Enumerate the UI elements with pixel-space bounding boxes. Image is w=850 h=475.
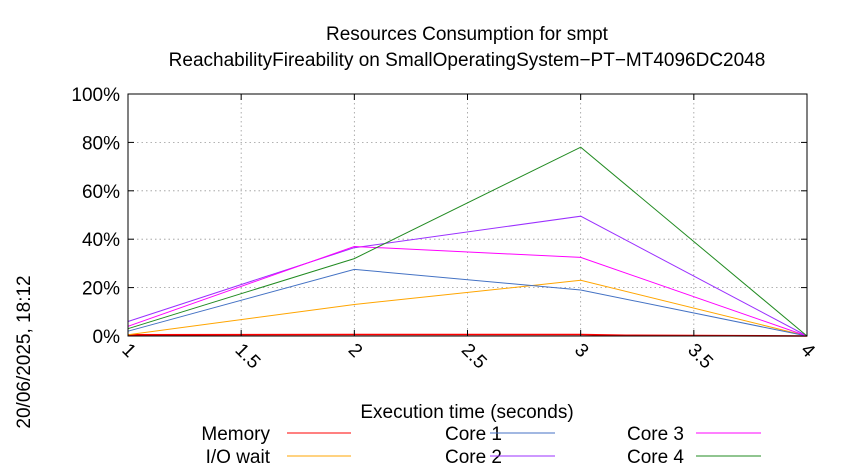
x-tick-label: 3 — [570, 340, 592, 362]
y-tick-label: 80% — [82, 133, 120, 154]
chart-labels: Resources Consumption for smpt Reachabil… — [14, 24, 765, 429]
timestamp-label: 20/06/2025, 18:12 — [14, 275, 35, 428]
x-tick-label: 1.5 — [231, 340, 265, 374]
legend-label-core-2: Core 2 — [445, 447, 502, 468]
series-line-core-3 — [127, 245, 808, 337]
legend-label-core-4: Core 4 — [627, 447, 684, 468]
chart-grid — [128, 94, 807, 336]
legend-label-core-1: Core 1 — [445, 424, 502, 445]
x-tick-label: 4 — [796, 340, 819, 363]
x-tick-label: 2 — [344, 340, 366, 362]
chart-subtitle: ReachabilityFireability on SmallOperatin… — [169, 50, 766, 71]
x-tick-label: 2.5 — [457, 340, 491, 374]
y-tick-label: 20% — [82, 279, 120, 300]
y-tick-label: 0% — [93, 327, 121, 348]
series-line-i-o-wait — [127, 279, 808, 337]
legend-label-core-3: Core 3 — [627, 424, 684, 445]
legend-label-memory: Memory — [201, 424, 270, 445]
y-tick-label: 40% — [82, 230, 120, 251]
chart-ticks: 0% 20% 40% 60% 80% 100% 1 1.5 2 2.5 3 3.5 4 — [71, 85, 819, 373]
x-tick-label: 1 — [117, 340, 139, 362]
series-line-core-2 — [127, 215, 808, 337]
series-line-core-4 — [127, 146, 808, 337]
x-axis-label: Execution time (seconds) — [360, 402, 573, 423]
series-line-core-1 — [127, 268, 808, 337]
x-tick-label: 3.5 — [683, 340, 717, 374]
chart-title: Resources Consumption for smpt — [326, 24, 609, 45]
legend-label-i-o-wait: I/O wait — [206, 447, 271, 468]
y-tick-label: 60% — [82, 182, 120, 203]
y-tick-label: 100% — [71, 85, 120, 106]
